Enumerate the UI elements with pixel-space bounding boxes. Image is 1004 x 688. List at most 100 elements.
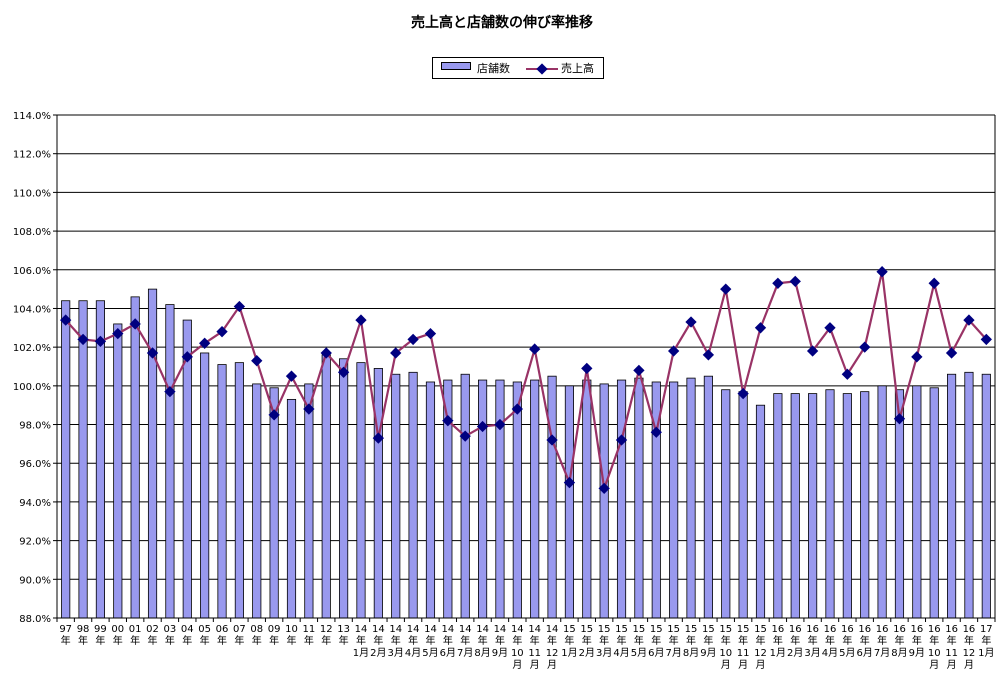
x-tick-label: 14 <box>511 624 524 635</box>
x-tick-label: 年 <box>234 634 244 647</box>
x-tick-label: 月 <box>947 659 957 671</box>
x-tick-label: 年 <box>252 634 262 647</box>
x-tick-label: 15 <box>702 624 715 635</box>
bar-store-count <box>808 393 818 619</box>
x-tick-label: 04 <box>181 624 194 635</box>
x-tick-label: 11 <box>737 648 750 659</box>
legend: 店舗数 売上高 <box>432 57 604 79</box>
x-tick-label: 年 <box>964 634 974 647</box>
point-sales <box>181 351 193 363</box>
point-sales <box>303 403 315 415</box>
x-tick-label: 年 <box>599 634 609 647</box>
point-sales <box>911 351 923 363</box>
bar-store-count <box>356 362 366 619</box>
x-tick-label: 年 <box>373 634 383 647</box>
x-tick-label: 08 <box>250 624 263 635</box>
legend-swatch-sales <box>526 63 558 75</box>
y-tick-label: 106.0% <box>13 266 51 277</box>
x-tick-label: 16 <box>824 624 837 635</box>
x-tick-label: 9月 <box>700 647 716 659</box>
x-tick-label: 16 <box>876 624 889 635</box>
x-tick-label: 14 <box>528 624 541 635</box>
x-tick-label: 年 <box>460 634 470 647</box>
point-sales <box>598 482 610 495</box>
x-tick-label: 年 <box>339 634 349 647</box>
x-tick-label: 2月 <box>787 647 803 659</box>
x-tick-label: 年 <box>182 634 192 647</box>
x-tick-label: 年 <box>443 634 453 647</box>
point-sales <box>424 327 437 340</box>
x-tick-label: 4月 <box>613 647 629 659</box>
x-tick-label: 年 <box>113 634 123 647</box>
x-tick-label: 06 <box>216 624 229 635</box>
x-tick-label: 12 <box>754 648 767 659</box>
y-tick-label: 114.0% <box>13 111 51 122</box>
plot-area <box>57 115 995 618</box>
x-tick-label: 00 <box>111 624 124 635</box>
x-tick-label: 16 <box>841 624 854 635</box>
bar-store-count <box>964 371 974 619</box>
y-tick-label: 94.0% <box>19 498 51 509</box>
bar-store-count <box>78 300 88 619</box>
y-tick-label: 98.0% <box>19 421 51 432</box>
bar-store-count <box>339 358 349 619</box>
x-tick-label: 8月 <box>474 647 490 659</box>
point-sales <box>511 403 523 415</box>
x-tick-label: 年 <box>808 634 818 647</box>
x-tick-label: 月 <box>721 659 731 671</box>
point-sales <box>529 343 541 355</box>
x-tick-label: 年 <box>217 634 227 647</box>
x-tick-label: 5月 <box>422 647 438 659</box>
x-tick-label: 年 <box>478 634 488 647</box>
x-tick-label: 10 <box>511 648 524 659</box>
point-sales <box>146 347 159 359</box>
point-sales <box>876 266 888 278</box>
x-tick-label: 年 <box>148 634 158 647</box>
x-tick-label: 14 <box>476 624 489 635</box>
x-tick-label: 8月 <box>683 647 699 659</box>
x-tick-label: 年 <box>495 634 505 647</box>
x-tick-label: 4月 <box>405 647 421 659</box>
bar-store-count <box>217 364 227 619</box>
x-tick-label: 15 <box>615 624 628 635</box>
bar-store-count <box>842 393 852 619</box>
x-tick-label: 13 <box>337 624 350 635</box>
x-tick-label: 1月 <box>978 647 994 659</box>
point-sales <box>320 347 332 359</box>
x-tick-label: 9月 <box>492 647 508 659</box>
x-tick-label: 15 <box>719 624 732 635</box>
point-sales <box>494 418 506 431</box>
bar-store-count <box>981 373 991 619</box>
x-tick-label: 15 <box>650 624 663 635</box>
point-sales <box>337 366 350 378</box>
x-tick-label: 16 <box>893 624 906 635</box>
point-sales <box>789 275 801 288</box>
x-tick-label: 10 <box>719 648 732 659</box>
point-sales <box>476 420 489 433</box>
x-tick-label: 16 <box>858 624 871 635</box>
x-tick-label: 5月 <box>839 647 855 659</box>
x-tick-label: 年 <box>582 634 592 647</box>
point-sales <box>667 345 680 357</box>
bar-store-count <box>373 368 383 619</box>
x-tick-label: 年 <box>165 634 175 647</box>
x-tick-label: 年 <box>947 634 957 647</box>
legend-label-store-count: 店舗数 <box>477 62 510 75</box>
x-tick-label: 03 <box>164 624 177 635</box>
point-sales <box>772 277 784 289</box>
point-sales <box>633 364 645 377</box>
y-tick-label: 92.0% <box>19 537 51 548</box>
x-tick-label: 月 <box>738 659 748 671</box>
x-tick-label: 14 <box>494 624 507 635</box>
bar-store-count <box>547 375 557 619</box>
x-tick-label: 年 <box>95 634 105 647</box>
bar-store-count <box>200 352 210 619</box>
x-tick-label: 98 <box>77 624 90 635</box>
chart-title: 売上高と店舗数の伸び率推移 <box>411 15 593 31</box>
point-sales <box>963 314 975 326</box>
x-tick-label: 月 <box>530 659 540 671</box>
point-sales <box>928 277 940 289</box>
bar-store-count <box>130 296 140 619</box>
x-tick-label: 年 <box>651 634 661 647</box>
x-tick-label: 1月 <box>770 647 786 659</box>
